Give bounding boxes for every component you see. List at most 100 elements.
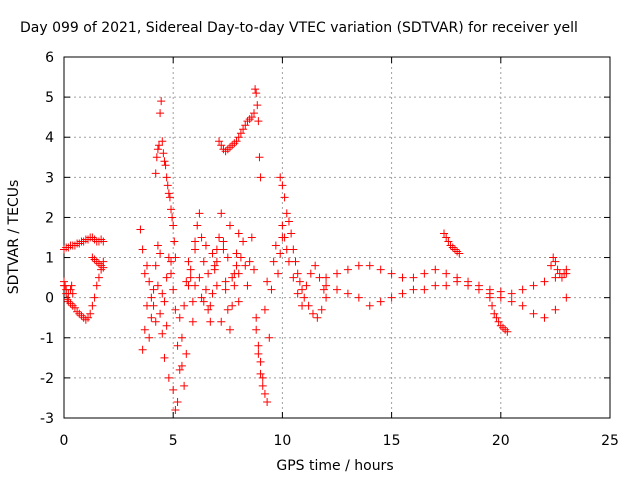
- data-point: [81, 315, 90, 324]
- grid: [64, 57, 610, 418]
- data-point: [165, 193, 174, 202]
- data-point: [282, 245, 291, 254]
- data-point: [195, 273, 204, 282]
- data-point: [289, 273, 298, 282]
- data-point: [191, 237, 200, 246]
- data-point: [302, 281, 311, 290]
- data-point: [70, 241, 79, 250]
- data-point: [94, 259, 103, 268]
- data-point: [293, 269, 302, 278]
- data-point: [354, 293, 363, 302]
- series-arc-7.2-8: [215, 133, 243, 156]
- data-point: [254, 341, 263, 350]
- data-point: [287, 229, 296, 238]
- series-band-12-23-lower: [322, 277, 571, 322]
- data-point: [518, 301, 527, 310]
- data-point: [225, 143, 234, 152]
- y-tick-label: 3: [45, 170, 54, 186]
- data-point: [163, 181, 172, 190]
- data-point: [173, 397, 182, 406]
- series-burst-6-7: [191, 209, 221, 326]
- data-point: [88, 233, 97, 242]
- data-point: [155, 141, 164, 150]
- data-point: [485, 293, 494, 302]
- data-point: [263, 397, 272, 406]
- data-point: [263, 277, 272, 286]
- data-point: [228, 273, 237, 282]
- data-point: [199, 257, 208, 266]
- data-point: [306, 269, 315, 278]
- data-point: [503, 327, 512, 336]
- data-point: [494, 317, 503, 326]
- data-point: [280, 233, 289, 242]
- data-point: [153, 145, 162, 154]
- data-point: [158, 137, 167, 146]
- data-point: [232, 137, 241, 146]
- data-point: [234, 133, 243, 142]
- data-point: [252, 89, 261, 98]
- data-point: [492, 313, 501, 322]
- data-point: [171, 305, 180, 314]
- data-point: [308, 309, 317, 318]
- data-point: [253, 101, 262, 110]
- series-burst-10-12: [276, 173, 331, 322]
- data-point: [488, 301, 497, 310]
- data-point: [204, 305, 213, 314]
- data-point: [549, 253, 558, 262]
- data-point: [180, 381, 189, 390]
- chart-title: Day 099 of 2021, Sidereal Day-to-day VTE…: [20, 20, 578, 36]
- data-point: [234, 229, 243, 238]
- data-point: [147, 313, 156, 322]
- data-point: [64, 243, 73, 252]
- data-point: [252, 325, 261, 334]
- data-point: [254, 349, 263, 358]
- data-point: [156, 109, 165, 118]
- data-point: [63, 295, 72, 304]
- data-point: [217, 317, 226, 326]
- data-point: [175, 365, 184, 374]
- data-point: [175, 313, 184, 322]
- data-point: [376, 297, 385, 306]
- data-point: [167, 269, 176, 278]
- data-point: [217, 209, 226, 218]
- data-point: [298, 285, 307, 294]
- data-point: [138, 345, 147, 354]
- data-point: [398, 289, 407, 298]
- data-point: [159, 149, 168, 158]
- data-point: [219, 237, 228, 246]
- data-point: [280, 193, 289, 202]
- data-point: [251, 85, 260, 94]
- data-point: [201, 285, 210, 294]
- data-point: [77, 311, 86, 320]
- data-point: [496, 321, 505, 330]
- data-point: [212, 281, 221, 290]
- series-arc-a-upper: [60, 233, 108, 254]
- data-point: [162, 321, 171, 330]
- data-point: [260, 305, 269, 314]
- data-point: [376, 265, 385, 274]
- y-tick-label: 6: [45, 50, 54, 66]
- data-point: [197, 293, 206, 302]
- y-tick-label: 2: [45, 210, 54, 226]
- data-point: [68, 301, 77, 310]
- data-point: [247, 113, 256, 122]
- data-point: [75, 309, 84, 318]
- data-point: [440, 229, 449, 238]
- data-point: [88, 301, 97, 310]
- data-point: [162, 273, 171, 282]
- data-point: [490, 309, 499, 318]
- y-tick-label: -3: [40, 411, 54, 427]
- data-point: [228, 301, 237, 310]
- data-point: [420, 285, 429, 294]
- data-points: [60, 85, 571, 414]
- data-point: [167, 257, 176, 266]
- data-point: [241, 261, 250, 270]
- data-point: [206, 301, 215, 310]
- data-point: [260, 389, 269, 398]
- data-point: [317, 305, 326, 314]
- data-point: [464, 281, 473, 290]
- data-point: [84, 313, 93, 322]
- data-point: [193, 221, 202, 230]
- data-point: [75, 239, 84, 248]
- data-point: [225, 221, 234, 230]
